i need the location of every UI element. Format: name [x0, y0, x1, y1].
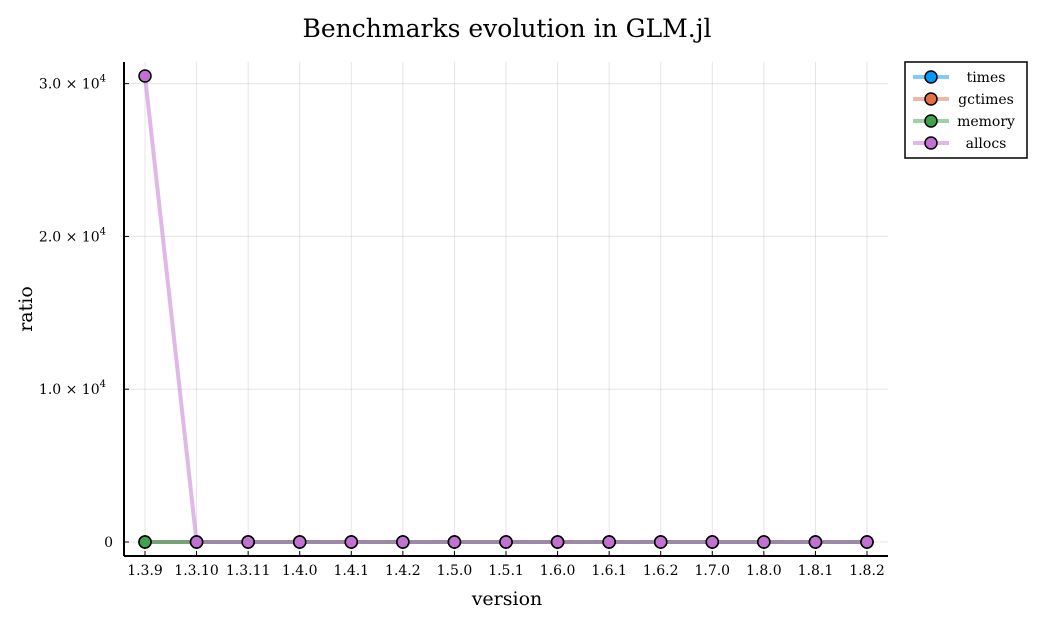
x-tick-label: 1.5.1 [488, 563, 524, 579]
data-point-allocs [344, 535, 359, 549]
x-tick-labels: 1.3.9 1.3.10 1.3.11 1.4.0 1.4.1 1.4.2 1.5.0 1.5… [127, 563, 885, 579]
x-tick-label: 1.5.0 [437, 563, 473, 579]
data-point-allocs [396, 535, 410, 549]
legend-label-times: times [967, 70, 1006, 86]
data-point-allocs [602, 535, 616, 549]
y-tick-labels: 0 1.0 × 104 2.0 × 104 3.0 × 104 [39, 74, 113, 551]
y-tick-label: 3.0 × 104 [39, 74, 106, 93]
x-tick-label: 1.4.2 [385, 563, 421, 579]
x-tick-label: 1.6.2 [643, 563, 679, 579]
data-point-allocs [138, 69, 152, 83]
data-point-allocs [653, 535, 668, 549]
data-point-memory [138, 535, 152, 549]
plot-series [138, 69, 874, 549]
legend-label-gctimes: gctimes [958, 92, 1014, 108]
legend-marker-memory [924, 114, 938, 128]
x-tick-label: 1.3.10 [174, 563, 219, 579]
grid [124, 62, 888, 556]
data-point-allocs [189, 535, 204, 549]
y-axis-label: ratio [15, 286, 37, 332]
data-point-allocs [705, 535, 720, 549]
data-point-allocs [292, 535, 307, 549]
x-tick-label: 1.3.11 [226, 563, 271, 579]
x-tick-label: 1.8.1 [798, 563, 834, 579]
data-point-allocs [447, 535, 462, 549]
legend-marker-allocs [924, 136, 938, 150]
x-tick-label: 1.7.0 [694, 563, 730, 579]
x-tick-label: 1.6.1 [591, 563, 627, 579]
x-tick-label: 1.4.0 [282, 563, 318, 579]
data-point-allocs [808, 535, 823, 549]
x-tick-label: 1.6.0 [540, 563, 576, 579]
y-tick-label: 1.0 × 104 [39, 379, 106, 398]
x-tick-label: 1.8.2 [849, 563, 885, 579]
axes [123, 62, 888, 557]
legend-label-memory: memory [957, 114, 1015, 130]
x-tick-label: 1.3.9 [127, 563, 163, 579]
data-point-allocs [860, 535, 874, 549]
data-point-allocs [241, 535, 255, 549]
y-tick-label: 2.0 × 104 [39, 226, 106, 245]
legend: times gctimes memory allocs [904, 61, 1028, 159]
data-point-allocs [550, 535, 565, 549]
x-axis-label: version [471, 588, 543, 610]
data-point-allocs [499, 535, 513, 549]
data-point-allocs [757, 535, 771, 549]
x-tick-label: 1.8.0 [746, 563, 782, 579]
legend-marker-gctimes [924, 92, 938, 106]
x-tick-label: 1.4.1 [333, 563, 369, 579]
legend-marker-times [924, 70, 938, 84]
chart-title: Benchmarks evolution in GLM.jl [303, 14, 712, 43]
y-tick-label: 0 [104, 535, 113, 551]
legend-label-allocs: allocs [966, 136, 1007, 152]
